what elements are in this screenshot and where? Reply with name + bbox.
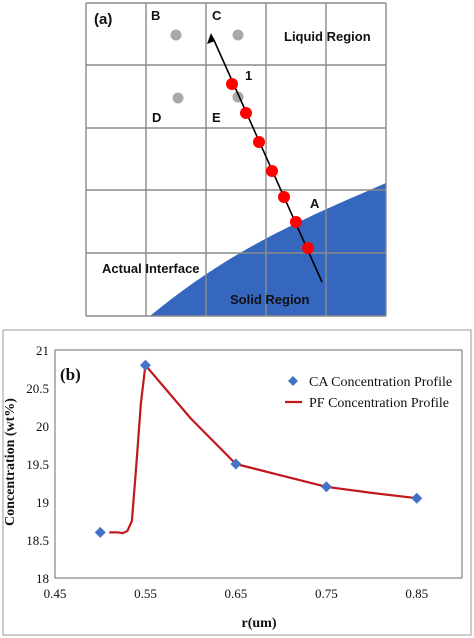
normal-points xyxy=(226,78,314,254)
legend-pf-label: PF Concentration Profile xyxy=(309,396,449,411)
y-tick-label: 19.5 xyxy=(26,457,49,472)
legend-ca-label: CA Concentration Profile xyxy=(309,375,452,390)
pf-line xyxy=(109,364,417,535)
red-point xyxy=(302,242,314,254)
panel-a-label: (a) xyxy=(94,11,112,28)
x-tick-label: 0.55 xyxy=(134,586,157,601)
y-tick-label: 18.5 xyxy=(26,533,49,548)
panel-b-label: (b) xyxy=(60,365,81,384)
y-tick-label: 20.5 xyxy=(26,381,49,396)
y-tick-label: 21 xyxy=(36,343,49,358)
red-point xyxy=(253,136,265,148)
ca-point xyxy=(139,359,151,371)
point-d xyxy=(172,92,184,104)
red-point xyxy=(226,78,238,90)
ca-point xyxy=(230,458,242,470)
y-tick-label: 18 xyxy=(36,571,49,586)
x-tick-label: 0.65 xyxy=(225,586,248,601)
plot-area xyxy=(54,349,463,579)
cell-label-b: B xyxy=(151,8,160,23)
pf-series xyxy=(109,364,417,535)
red-point xyxy=(278,191,290,203)
x-axis-label: r(um) xyxy=(242,616,277,631)
y-tick-labels: 18 18.5 19 19.5 20 20.5 21 xyxy=(26,343,49,586)
x-tick-label: 0.75 xyxy=(315,586,338,601)
y-tick-label: 20 xyxy=(36,419,49,434)
ca-series xyxy=(94,359,423,538)
cell-label-c: C xyxy=(212,8,222,23)
solid-region xyxy=(150,183,386,316)
y-tick-label: 19 xyxy=(36,495,49,510)
legend-diamond-icon xyxy=(288,376,298,386)
red-point xyxy=(266,165,278,177)
panel-b: (b) 18 18.5 19 19.5 20 20.5 21 0.45 0.55 0.65 0.7… xyxy=(2,329,472,636)
red-point xyxy=(240,107,252,119)
y-axis-label: Concentration (wt%) xyxy=(3,398,18,526)
ca-point xyxy=(320,481,332,493)
arrow-head-icon xyxy=(207,33,215,44)
point-a-label: A xyxy=(310,196,320,211)
x-tick-label: 0.85 xyxy=(405,586,428,601)
red-point xyxy=(290,216,302,228)
cell-label-d: D xyxy=(152,110,161,125)
ca-point xyxy=(411,492,423,504)
panel-a: (a) B C D E Liquid Region 1 A Actual Int… xyxy=(85,2,387,317)
ca-point xyxy=(94,526,106,538)
x-tick-label: 0.45 xyxy=(44,586,67,601)
chart-frame xyxy=(2,329,472,636)
point-1-label: 1 xyxy=(245,68,252,83)
x-tick-labels: 0.45 0.55 0.65 0.75 0.85 xyxy=(44,586,429,601)
solid-region-label: Solid Region xyxy=(230,292,310,307)
cell-label-e: E xyxy=(212,110,221,125)
point-b xyxy=(170,29,182,41)
actual-interface-label: Actual Interface xyxy=(102,261,200,276)
legend: CA Concentration Profile PF Concentratio… xyxy=(285,375,452,411)
point-c xyxy=(232,29,244,41)
grid xyxy=(85,2,387,317)
liquid-region-label: Liquid Region xyxy=(284,29,371,44)
